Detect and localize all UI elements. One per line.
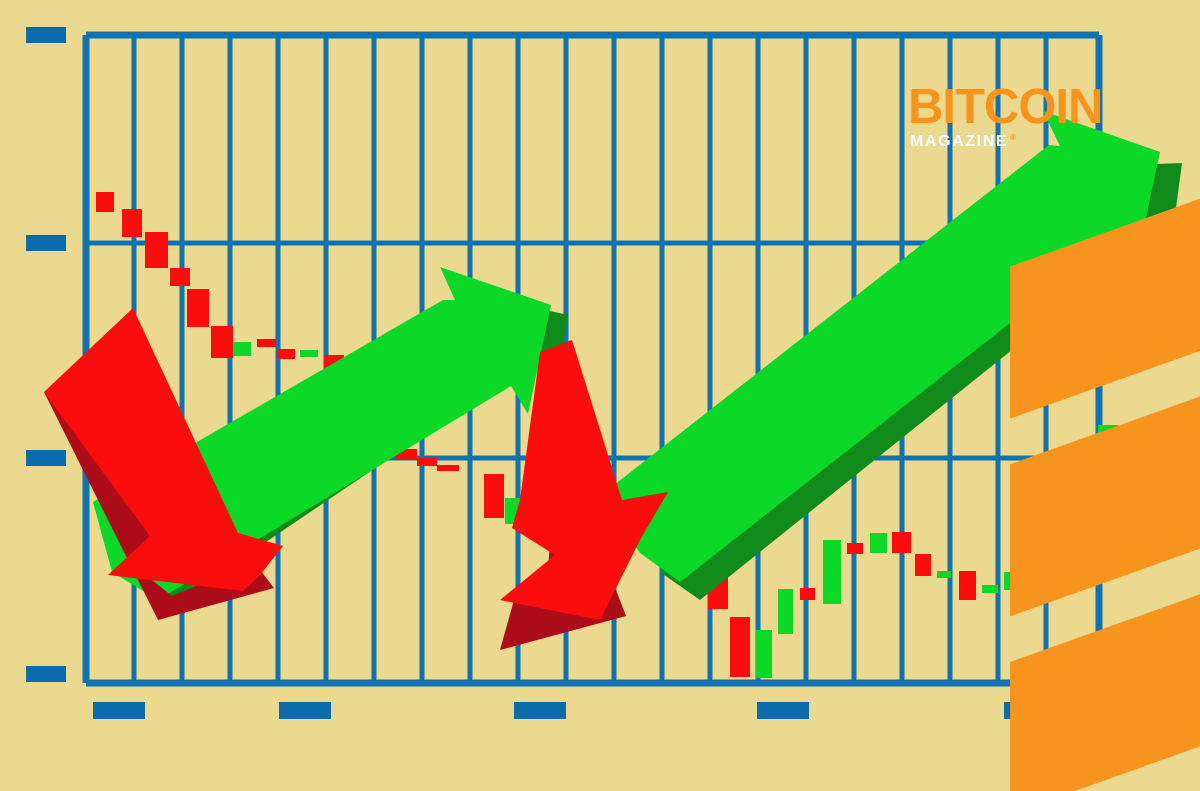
candle-up [300,350,318,357]
candle-down [145,232,168,268]
candle-down [437,465,459,471]
candle-down [170,268,190,286]
candle-down [96,192,114,212]
candle-down [847,543,863,554]
candle-down [395,449,417,460]
candle-down [257,339,276,347]
y-axis-label-block [26,450,66,466]
candle-up [1098,425,1118,555]
x-axis-label-block [93,702,145,719]
candle-down [730,617,750,677]
candle-up [1004,572,1020,590]
candle-down [1076,550,1094,559]
candle-up [937,571,951,578]
candle-up [870,533,887,553]
candle-up [778,589,793,634]
candle-down [187,289,209,327]
y-axis-label-block [26,27,66,43]
x-axis-label-block [279,702,331,719]
candle-up [982,585,998,593]
down-arrow-middle [500,340,668,650]
candle-up [756,630,772,678]
y-axis-labels [26,27,66,682]
candle-down [959,571,976,600]
candle-up [1026,561,1042,572]
candle-up [1052,548,1069,556]
y-axis-label-block [26,666,66,682]
candle-up [233,342,251,356]
x-axis-label-block [757,702,809,719]
x-axis-label-block [1004,702,1056,719]
candle-down [892,532,911,553]
candle-down [122,209,142,237]
candle-down [211,326,233,358]
x-axis-label-block [514,702,566,719]
candle-up [823,540,841,604]
candle-down [417,458,437,466]
y-axis-label-block [26,235,66,251]
down-arrow-left [44,308,283,620]
candle-down [915,554,931,576]
candle-down [277,349,295,359]
candle-down [484,474,504,518]
candle-down [800,588,815,600]
x-axis-labels [93,702,1056,719]
